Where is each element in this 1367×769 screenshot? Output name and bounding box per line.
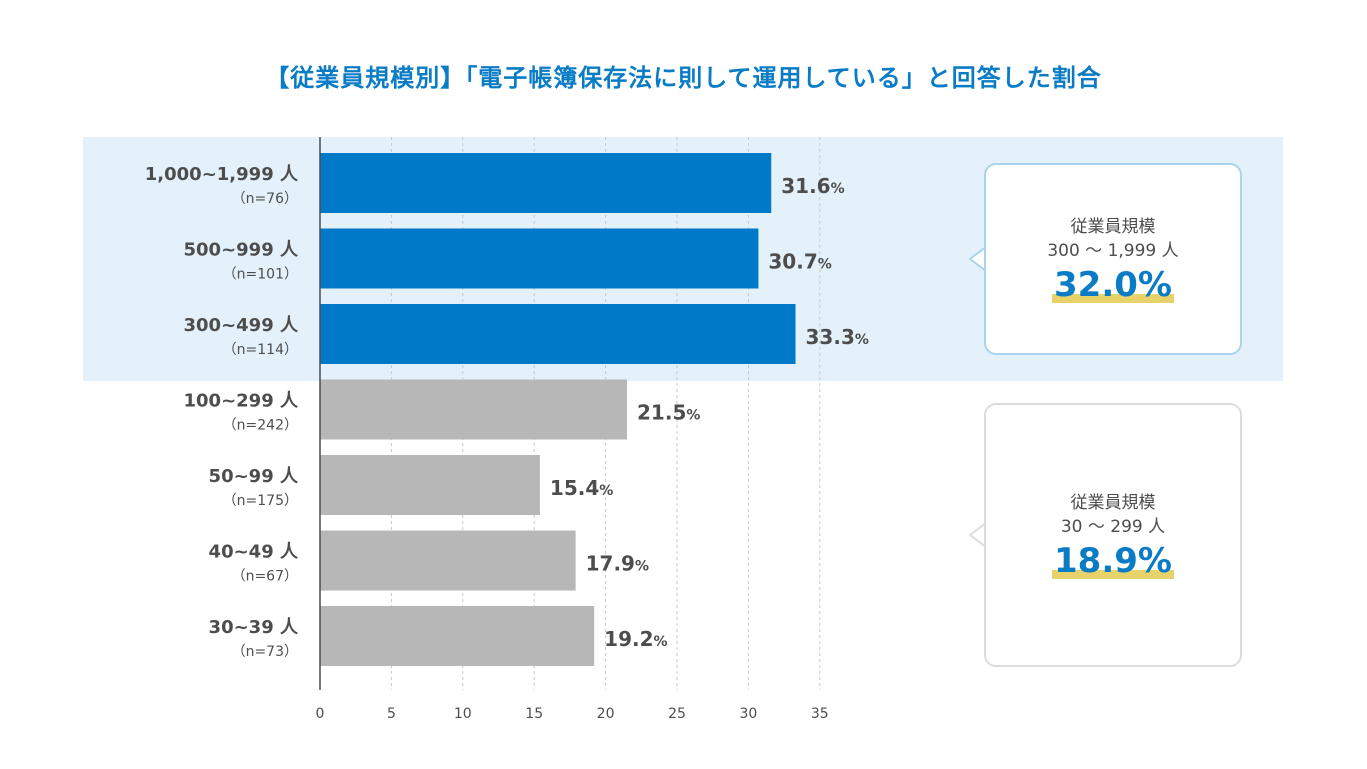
category-label-1: 500~999 人 bbox=[184, 240, 299, 261]
chart-title: 【従業員規模別】「電子帳簿保存法に則して運用している」と回答した割合 bbox=[265, 64, 1102, 92]
value-label-3: 21.5% bbox=[637, 401, 700, 425]
category-label-4: 50~99 人 bbox=[209, 466, 299, 487]
callout-large-label: 従業員規模 bbox=[1070, 217, 1156, 237]
bar-5 bbox=[320, 530, 576, 591]
x-tick-20: 20 bbox=[597, 706, 615, 722]
category-label-0: 1,000~1,999 人 bbox=[145, 164, 299, 185]
category-n-2: （n=114） bbox=[223, 342, 298, 358]
value-unit-6: % bbox=[654, 634, 668, 650]
x-tick-25: 25 bbox=[668, 706, 686, 722]
x-tick-30: 30 bbox=[739, 706, 757, 722]
callout-small-label: 従業員規模 bbox=[1070, 493, 1156, 513]
x-tick-35: 35 bbox=[811, 706, 829, 722]
bar-3 bbox=[320, 379, 628, 440]
x-tick-0: 0 bbox=[316, 706, 325, 722]
category-n-0: （n=76） bbox=[232, 191, 298, 207]
value-unit-4: % bbox=[599, 483, 613, 499]
callout-small-companies: 従業員規模 30 〜 299 人 18.9% bbox=[984, 403, 1242, 667]
callout-pointers bbox=[969, 246, 987, 548]
value-label-4: 15.4% bbox=[550, 476, 613, 500]
x-axis-ticks: 0 5 10 15 20 25 30 35 bbox=[316, 706, 829, 722]
category-n-4: （n=175） bbox=[223, 493, 298, 509]
bar-4 bbox=[320, 455, 540, 515]
value-unit-0: % bbox=[831, 181, 845, 197]
category-n-1: （n=101） bbox=[223, 267, 298, 283]
value-unit-5: % bbox=[635, 559, 649, 575]
category-n-3: （n=242） bbox=[223, 418, 298, 434]
pointer-large bbox=[969, 246, 987, 272]
callout-small-range: 30 〜 299 人 bbox=[1060, 517, 1166, 537]
value-label-5: 17.9% bbox=[586, 552, 649, 576]
category-label-6: 30~39 人 bbox=[209, 617, 299, 638]
bar-2 bbox=[320, 304, 796, 364]
x-tick-10: 10 bbox=[454, 706, 472, 722]
category-label-2: 300~499 人 bbox=[184, 315, 299, 336]
category-labels: 1,000~1,999 人 （n=76） 500~999 人 （n=101） 300~4… bbox=[145, 164, 299, 660]
callout-large-range: 300 〜 1,999 人 bbox=[1047, 241, 1179, 261]
callout-large-value: 32.0% bbox=[1052, 265, 1174, 305]
bars bbox=[320, 153, 796, 666]
category-label-3: 100~299 人 bbox=[184, 391, 299, 412]
value-unit-2: % bbox=[855, 332, 869, 348]
value-label-6: 19.2% bbox=[604, 627, 667, 651]
value-unit-3: % bbox=[686, 408, 700, 424]
pointer-small bbox=[969, 522, 987, 548]
category-n-6: （n=73） bbox=[232, 644, 298, 660]
bar-1 bbox=[320, 228, 759, 289]
bar-6 bbox=[320, 606, 595, 666]
value-unit-1: % bbox=[818, 257, 832, 273]
category-label-5: 40~49 人 bbox=[209, 542, 299, 563]
bar-0 bbox=[320, 153, 772, 213]
callout-large-companies: 従業員規模 300 〜 1,999 人 32.0% bbox=[984, 163, 1242, 355]
callout-small-value: 18.9% bbox=[1052, 541, 1174, 581]
x-tick-15: 15 bbox=[525, 706, 543, 722]
x-tick-5: 5 bbox=[387, 706, 396, 722]
category-n-5: （n=67） bbox=[232, 569, 298, 585]
